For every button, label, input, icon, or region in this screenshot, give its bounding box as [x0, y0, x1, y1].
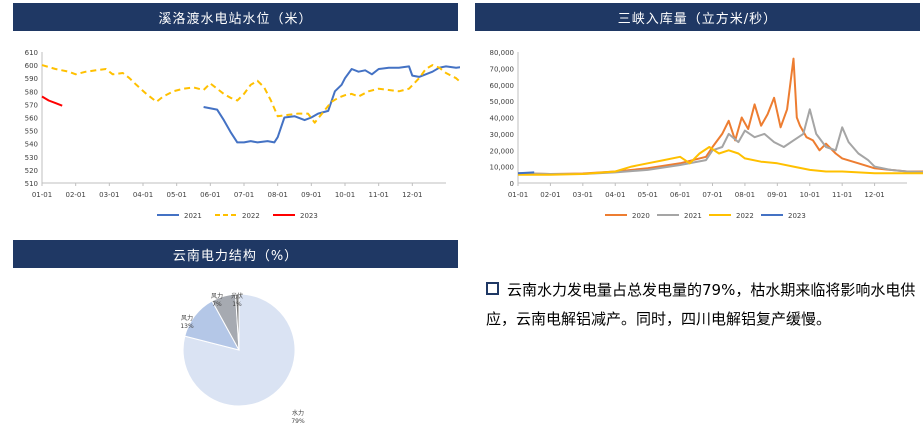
- legend-label-2021: 2021: [684, 212, 702, 220]
- pie-label-name-1: 风力: [181, 314, 193, 322]
- y-tick-label: 580: [25, 88, 38, 96]
- x-tick-label: 02-01: [540, 191, 560, 199]
- x-tick-label: 12-01: [864, 191, 884, 199]
- x-tick-label: 11-01: [832, 191, 852, 199]
- y-tick-label: 20,000: [490, 147, 515, 155]
- y-tick-label: 510: [25, 180, 38, 188]
- y-tick-label: 570: [25, 101, 38, 109]
- x-tick-label: 06-01: [670, 191, 690, 199]
- x-tick-label: 11-01: [368, 191, 388, 199]
- y-tick-label: 590: [25, 75, 38, 83]
- pie-label-name-2: 风力: [211, 292, 223, 300]
- x-tick-label: 07-01: [234, 191, 254, 199]
- series-line-2020: [517, 57, 923, 175]
- x-tick-label: 06-01: [200, 191, 220, 199]
- series-line-2022: [518, 146, 923, 176]
- x-tick-label: 05-01: [166, 191, 186, 199]
- series-line-2021: [517, 108, 923, 175]
- legend-label-2020: 2020: [632, 212, 650, 220]
- pie-label-value-0: 79%: [291, 418, 305, 425]
- commentary-text: 云南水力发电量占总发电量的79%，枯水期来临将影响水电供应，云南电解铝减产。同时…: [486, 281, 916, 328]
- legend-label-2023: 2023: [788, 212, 806, 220]
- y-tick-label: 530: [25, 154, 38, 162]
- x-tick-label: 03-01: [573, 191, 593, 199]
- y-tick-label: 600: [25, 62, 38, 70]
- y-tick-label: 50,000: [490, 98, 515, 106]
- series-line-2022: [41, 64, 460, 124]
- series-line-2023: [41, 95, 63, 107]
- pie-label-value-3: 1%: [232, 301, 242, 308]
- x-tick-label: 07-01: [702, 191, 722, 199]
- x-tick-label: 01-01: [32, 191, 52, 199]
- x-tick-label: 10-01: [335, 191, 355, 199]
- inflow-chart: 0 10,000 20,000 30,000 40,000 50,000 60,000 70,…: [490, 49, 923, 220]
- chart-title-power-structure: 云南电力结构（%）: [13, 240, 458, 268]
- y-tick-label: 10,000: [490, 164, 515, 172]
- y-tick-label: 0: [510, 180, 514, 188]
- y-tick-label: 80,000: [490, 49, 515, 57]
- x-tick-label: 02-01: [65, 191, 85, 199]
- pie-label-name-0: 水力: [292, 409, 304, 417]
- series-line-2023: [517, 171, 535, 175]
- pie-label-value-1: 13%: [180, 323, 194, 330]
- x-tick-label: 04-01: [605, 191, 625, 199]
- x-tick-label: 04-01: [133, 191, 153, 199]
- y-tick-label: 610: [25, 49, 38, 57]
- chart-title-inflow: 三峡入库量（立方米/秒）: [475, 3, 920, 31]
- y-tick-label: 550: [25, 128, 38, 136]
- x-tick-label: 08-01: [735, 191, 755, 199]
- pie-slice-3: [234, 293, 240, 351]
- y-tick-label: 60,000: [490, 82, 515, 90]
- pie-label-name-3: 光伏: [231, 292, 243, 300]
- legend-label-2022: 2022: [242, 212, 260, 220]
- y-tick-label: 540: [25, 141, 38, 149]
- legend-label-2021: 2021: [184, 212, 202, 220]
- x-tick-label: 03-01: [99, 191, 119, 199]
- chart-title-water-level: 溪洛渡水电站水位（米）: [13, 3, 458, 31]
- x-tick-label: 09-01: [301, 191, 321, 199]
- x-tick-label: 08-01: [267, 191, 287, 199]
- y-tick-label: 30,000: [490, 131, 515, 139]
- legend-label-2022: 2022: [736, 212, 754, 220]
- y-tick-label: 70,000: [490, 65, 515, 73]
- legend-label-2023: 2023: [300, 212, 318, 220]
- y-tick-label: 560: [25, 115, 38, 123]
- x-tick-label: 09-01: [767, 191, 787, 199]
- x-tick-label: 05-01: [637, 191, 657, 199]
- water-level-chart: 510 520 530 540 550 560 570 580 590 600 610 01-01 02…: [25, 49, 460, 220]
- commentary: 云南水力发电量占总发电量的79%，枯水期来临将影响水电供应，云南电解铝减产。同时…: [486, 276, 916, 334]
- series-line-2021: [203, 65, 460, 144]
- y-tick-label: 520: [25, 167, 38, 175]
- pie-label-value-2: 7%: [212, 301, 222, 308]
- x-tick-label: 12-01: [402, 191, 422, 199]
- x-tick-label: 10-01: [800, 191, 820, 199]
- y-tick-label: 40,000: [490, 115, 515, 123]
- x-tick-label: 01-01: [508, 191, 528, 199]
- square-bullet-icon: [486, 282, 499, 295]
